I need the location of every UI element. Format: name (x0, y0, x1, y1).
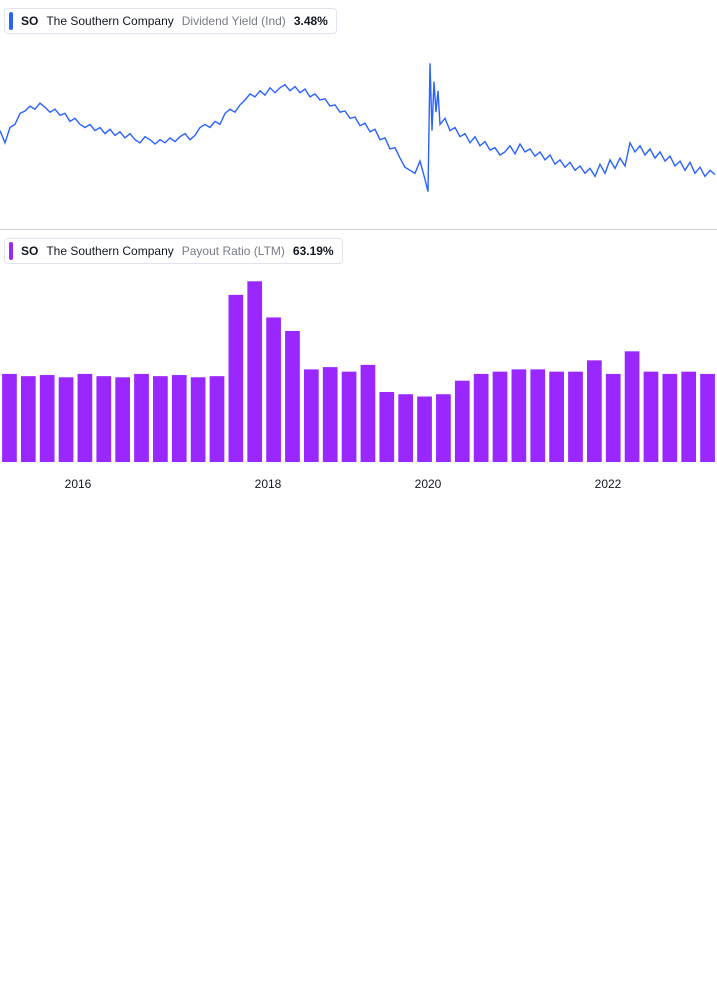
payout-bar (662, 374, 677, 462)
chart1-color-indicator (9, 12, 13, 30)
payout-bar (549, 372, 564, 462)
payout-bar (512, 369, 527, 462)
payout-bar (644, 372, 659, 462)
payout-bar (21, 376, 36, 462)
chart2-metric: Payout Ratio (LTM) (182, 244, 285, 258)
dividend-yield-panel: SO The Southern Company Dividend Yield (… (0, 0, 717, 230)
chart1-value: 3.48% (294, 14, 328, 28)
dividend-yield-line (0, 63, 715, 191)
chart2-ticker: SO (21, 244, 38, 258)
payout-bar (474, 374, 489, 462)
chart2-color-indicator (9, 242, 13, 260)
payout-bar (191, 377, 206, 462)
payout-bar (78, 374, 93, 462)
chart1-legend: SO The Southern Company Dividend Yield (… (4, 8, 337, 34)
payout-ratio-chart[interactable] (0, 230, 717, 495)
payout-bar (323, 367, 338, 462)
payout-bar (342, 372, 357, 462)
payout-bar (285, 331, 300, 462)
payout-bar (115, 377, 130, 462)
chart1-metric: Dividend Yield (Ind) (182, 14, 286, 28)
x-tick-label: 2020 (415, 477, 442, 491)
payout-bar (417, 396, 432, 462)
x-tick-label: 2022 (595, 477, 622, 491)
payout-bar (229, 295, 244, 462)
chart2-value: 63.19% (293, 244, 334, 258)
payout-bar (681, 372, 696, 462)
payout-bar (59, 377, 74, 462)
chart2-company: The Southern Company (46, 244, 173, 258)
payout-bar (700, 374, 715, 462)
payout-bar (266, 317, 281, 462)
payout-bar (134, 374, 149, 462)
payout-bar (247, 281, 262, 462)
chart1-ticker: SO (21, 14, 38, 28)
payout-bar (96, 376, 111, 462)
payout-bar (153, 376, 168, 462)
dividend-yield-chart[interactable] (0, 0, 717, 230)
payout-bar (2, 374, 17, 462)
payout-bar (568, 372, 583, 462)
payout-bar (530, 369, 545, 462)
payout-bar (40, 375, 55, 462)
payout-bar (210, 376, 225, 462)
x-tick-label: 2016 (65, 477, 92, 491)
payout-bar (436, 394, 451, 462)
payout-bar (606, 374, 621, 462)
payout-bar (398, 394, 413, 462)
payout-bar (455, 381, 470, 462)
payout-bar (172, 375, 187, 462)
payout-bar (587, 360, 602, 462)
x-axis: 2016 2018 2020 2022 (0, 473, 717, 495)
payout-bar (304, 369, 319, 462)
payout-bar (493, 372, 508, 462)
payout-ratio-panel: SO The Southern Company Payout Ratio (LT… (0, 230, 717, 495)
payout-bar (379, 392, 394, 462)
chart2-legend: SO The Southern Company Payout Ratio (LT… (4, 238, 343, 264)
payout-bar (625, 351, 640, 462)
chart1-company: The Southern Company (46, 14, 173, 28)
payout-bar (361, 365, 376, 462)
x-tick-label: 2018 (255, 477, 282, 491)
